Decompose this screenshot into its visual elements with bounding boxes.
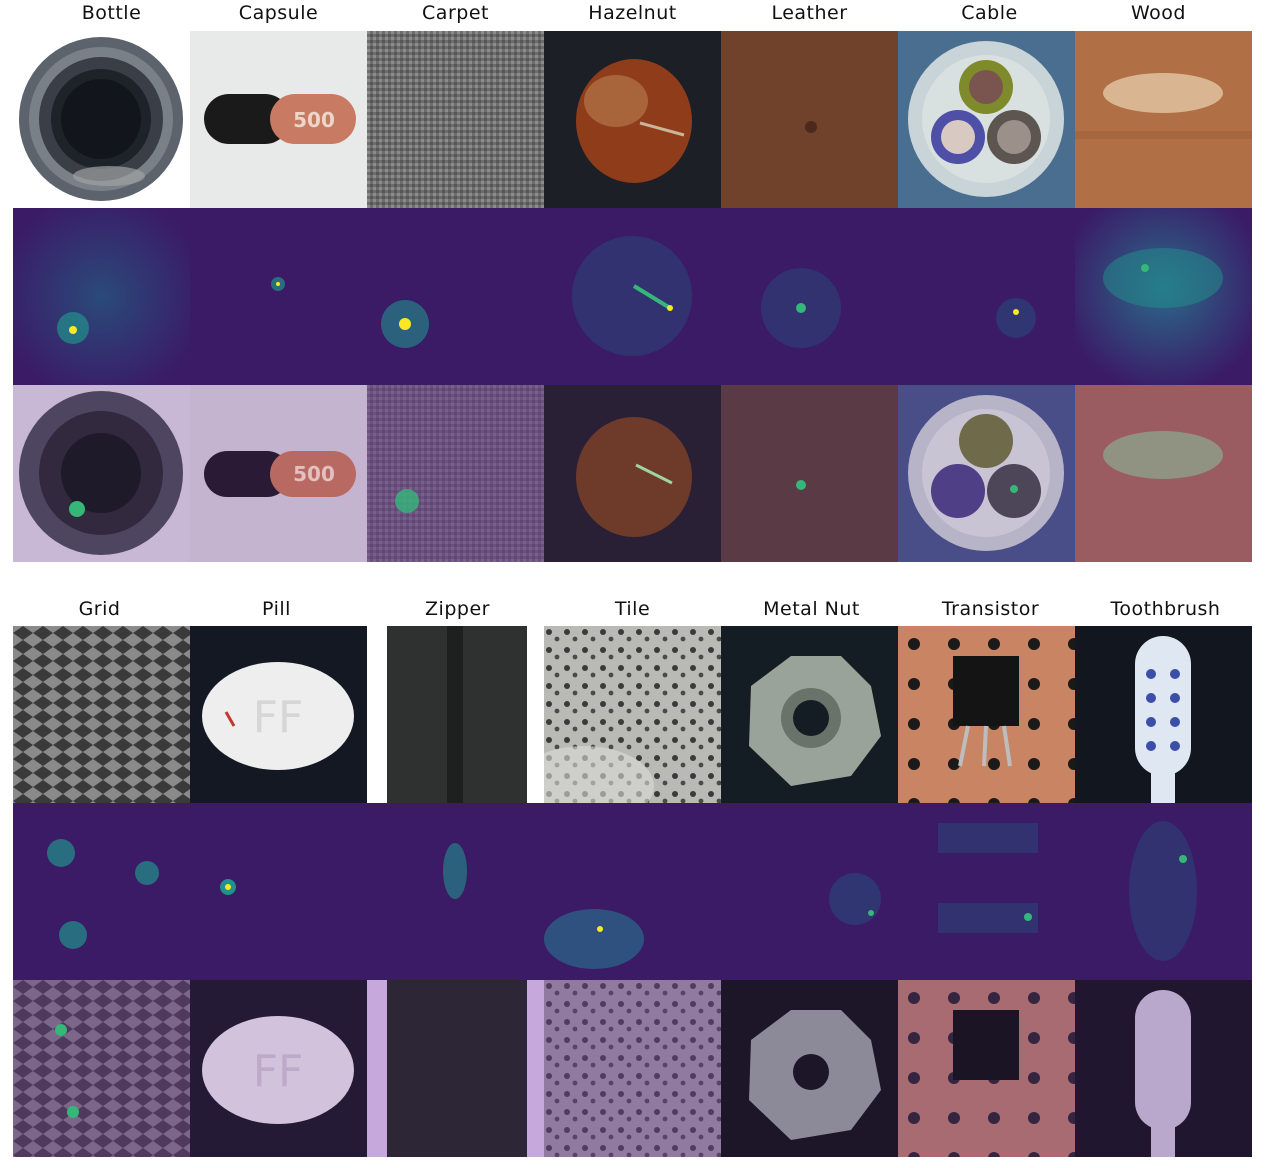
category-label-zipper: Zipper <box>425 598 490 620</box>
grid-overlay <box>13 980 190 1157</box>
grid-heatmap <box>13 803 190 980</box>
category-label-metal-nut: Metal Nut <box>763 598 860 620</box>
category-label-grid: Grid <box>78 598 121 620</box>
top-overlay-row: 500 <box>13 385 1254 562</box>
capsule-heatmap <box>190 208 367 385</box>
category-label-hazelnut: Hazelnut <box>588 2 677 24</box>
zipper-heatmap <box>367 803 544 980</box>
hazelnut-overlay <box>544 385 721 562</box>
category-label-tile: Tile <box>614 598 651 620</box>
top-original-image-row: 500 <box>13 31 1254 208</box>
tile-overlay <box>544 980 721 1157</box>
grid-image <box>13 626 190 803</box>
bottom-heatmap-row <box>13 803 1254 980</box>
bottle-heatmap <box>13 208 190 385</box>
bottom-category-labels: Grid Pill Zipper Tile Metal Nut Transist… <box>0 596 1266 626</box>
top-category-labels: Bottle Capsule Carpet Hazelnut Leather C… <box>0 0 1266 30</box>
capsule-imprint-overlay: 500 <box>293 462 335 486</box>
toothbrush-overlay <box>1075 980 1252 1157</box>
transistor-heatmap <box>898 803 1075 980</box>
bottom-overlay-row: FF <box>13 980 1254 1157</box>
tile-image <box>544 626 721 803</box>
carpet-heatmap <box>367 208 544 385</box>
hazelnut-image <box>544 31 721 208</box>
pill-heatmap <box>190 803 367 980</box>
capsule-overlay: 500 <box>190 385 367 562</box>
category-label-transistor: Transistor <box>941 598 1040 620</box>
capsule-image: 500 <box>190 31 367 208</box>
carpet-overlay <box>367 385 544 562</box>
leather-heatmap <box>721 208 898 385</box>
pill-image: FF <box>190 626 367 803</box>
leather-overlay <box>721 385 898 562</box>
category-label-wood: Wood <box>1131 2 1186 24</box>
wood-image <box>1075 31 1252 208</box>
transistor-overlay <box>898 980 1075 1157</box>
leather-image <box>721 31 898 208</box>
carpet-image <box>367 31 544 208</box>
capsule-imprint: 500 <box>293 108 335 132</box>
metal-nut-heatmap <box>721 803 898 980</box>
zipper-overlay <box>367 980 544 1157</box>
toothbrush-image <box>1075 626 1252 803</box>
category-label-carpet: Carpet <box>422 2 489 24</box>
wood-heatmap <box>1075 208 1252 385</box>
wood-overlay <box>1075 385 1252 562</box>
zipper-image <box>367 626 544 803</box>
pill-overlay: FF <box>190 980 367 1157</box>
cable-overlay <box>898 385 1075 562</box>
bottle-image <box>13 31 190 208</box>
top-figure-block: Bottle Capsule Carpet Hazelnut Leather C… <box>0 0 1266 565</box>
pill-imprint-overlay: FF <box>253 1046 304 1097</box>
pill-imprint: FF <box>253 692 304 743</box>
bottom-original-image-row: FF <box>13 626 1254 803</box>
hazelnut-heatmap <box>544 208 721 385</box>
category-label-toothbrush: Toothbrush <box>1110 598 1221 620</box>
metal-nut-overlay <box>721 980 898 1157</box>
bottle-overlay <box>13 385 190 562</box>
category-label-bottle: Bottle <box>81 2 142 24</box>
category-label-leather: Leather <box>771 2 848 24</box>
tile-heatmap <box>544 803 721 980</box>
category-label-pill: Pill <box>262 598 291 620</box>
category-label-capsule: Capsule <box>238 2 319 24</box>
bottom-figure-block: Grid Pill Zipper Tile Metal Nut Transist… <box>0 596 1266 1161</box>
transistor-image <box>898 626 1075 803</box>
cable-image <box>898 31 1075 208</box>
metal-nut-image <box>721 626 898 803</box>
category-label-cable: Cable <box>961 2 1018 24</box>
cable-heatmap <box>898 208 1075 385</box>
top-heatmap-row <box>13 208 1254 385</box>
toothbrush-heatmap <box>1075 803 1252 980</box>
